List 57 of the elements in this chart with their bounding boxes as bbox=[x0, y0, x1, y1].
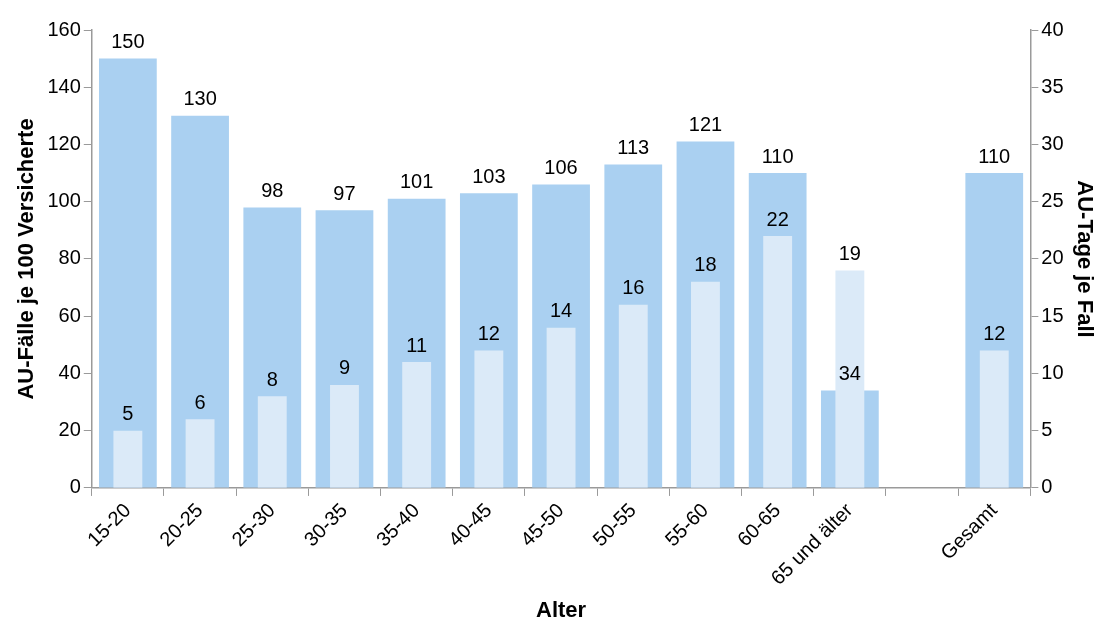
y2-tick-label: 0 bbox=[1041, 475, 1053, 498]
data-label: 97 bbox=[333, 181, 356, 204]
y2-tick-label: 35 bbox=[1041, 74, 1064, 97]
y-tick-label: 60 bbox=[58, 303, 81, 326]
y-tick-label: 140 bbox=[47, 74, 81, 97]
bar bbox=[618, 304, 648, 488]
bar bbox=[979, 350, 1009, 488]
y2-tick-label: 20 bbox=[1041, 246, 1064, 269]
data-label: 130 bbox=[183, 87, 217, 110]
y-tick-label: 40 bbox=[58, 360, 81, 383]
y-tick-label: 0 bbox=[69, 475, 81, 498]
bar bbox=[402, 362, 432, 488]
y2-tick-label: 10 bbox=[1041, 360, 1064, 383]
data-label: 6 bbox=[194, 390, 206, 413]
data-label: 8 bbox=[266, 367, 278, 390]
bar bbox=[98, 58, 157, 488]
y-axis-title: AU-Fälle je 100 Versicherte bbox=[13, 118, 39, 400]
y-tick-label: 160 bbox=[47, 17, 81, 40]
data-label: 5 bbox=[122, 402, 134, 425]
data-label: 14 bbox=[549, 299, 573, 322]
y2-tick-label: 25 bbox=[1041, 189, 1064, 212]
data-label: 19 bbox=[838, 241, 861, 264]
data-label: 18 bbox=[694, 253, 717, 276]
y2-axis-title: AU-Tage je Fall bbox=[1072, 180, 1098, 338]
data-label: 9 bbox=[338, 356, 351, 379]
data-label: 110 bbox=[978, 144, 1011, 167]
data-label: 103 bbox=[472, 164, 506, 187]
bar bbox=[474, 350, 504, 488]
bar bbox=[113, 430, 143, 488]
data-label: 12 bbox=[477, 322, 500, 345]
y-tick-label: 100 bbox=[47, 189, 81, 212]
data-label: 110 bbox=[761, 144, 794, 167]
bar bbox=[691, 281, 720, 488]
data-label: 121 bbox=[688, 113, 723, 136]
x-axis-title: Alter bbox=[536, 596, 587, 622]
y2-tick-label: 5 bbox=[1041, 418, 1053, 441]
data-label: 98 bbox=[261, 178, 284, 201]
data-label: 113 bbox=[617, 136, 650, 159]
bar bbox=[546, 327, 576, 488]
data-label: 16 bbox=[622, 276, 645, 299]
bar bbox=[330, 384, 359, 488]
data-label: 150 bbox=[111, 30, 145, 53]
bar bbox=[185, 419, 215, 488]
y2-tick-label: 40 bbox=[1041, 17, 1064, 40]
data-label: 101 bbox=[399, 170, 434, 193]
bar bbox=[171, 115, 229, 488]
data-label: 106 bbox=[544, 156, 578, 179]
y2-tick-label: 30 bbox=[1041, 132, 1064, 154]
y-tick-label: 120 bbox=[47, 132, 81, 154]
data-label: 34 bbox=[838, 362, 861, 385]
data-label: 22 bbox=[766, 207, 789, 230]
data-label: 12 bbox=[983, 322, 1006, 345]
y-tick-label: 20 bbox=[58, 418, 81, 441]
y-tick-label: 80 bbox=[58, 246, 81, 269]
y2-tick-label: 15 bbox=[1041, 303, 1064, 326]
bar bbox=[257, 396, 287, 488]
data-label: 11 bbox=[406, 333, 428, 356]
